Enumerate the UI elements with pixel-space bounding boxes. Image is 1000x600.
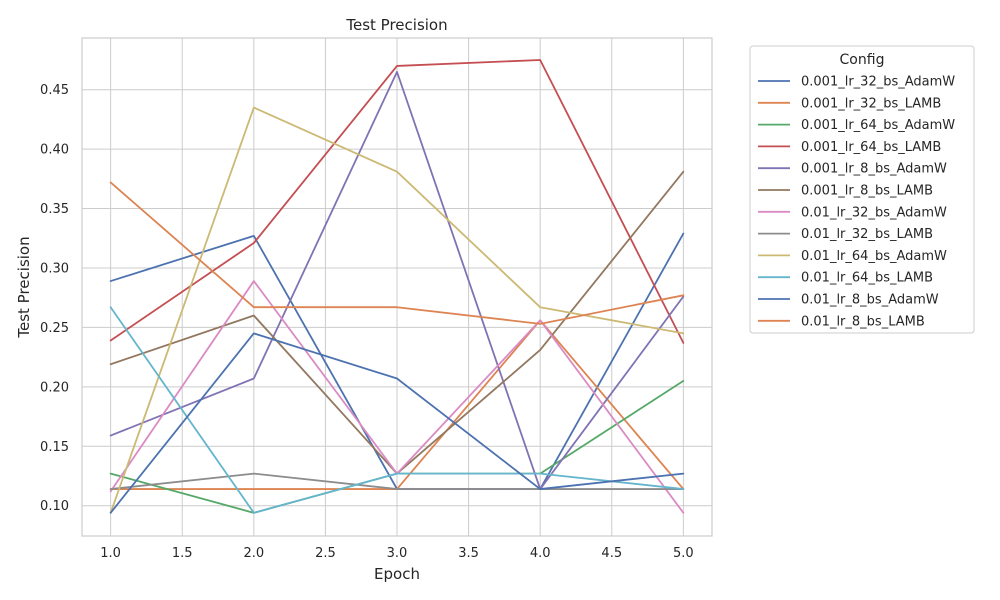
y-tick-label: 0.15 [40,440,69,455]
legend-label: 0.001_lr_32_bs_LAMB [801,96,941,111]
y-tick-label: 0.10 [40,499,69,514]
x-tick-label: 1.5 [172,546,193,561]
x-tick-label: 4.0 [530,546,551,561]
legend-label: 0.01_lr_32_bs_AdamW [801,205,947,220]
series-line [109,181,685,325]
y-tick-label: 0.40 [40,143,69,158]
legend-label: 0.001_lr_64_bs_LAMB [801,140,941,155]
y-tick-label: 0.35 [40,202,69,217]
x-tick-labels: 1.0 1.5 2.0 2.5 3.0 3.5 4.0 4.5 5.0 [100,546,693,561]
y-tick-label: 0.25 [40,321,69,336]
x-tick-label: 1.0 [100,546,121,561]
y-tick-label: 0.45 [40,83,69,98]
legend-frame [749,45,975,334]
legend-items: 0.001_lr_32_bs_AdamW 0.001_lr_32_bs_LAMB 0… [758,75,955,329]
legend-label: 0.01_lr_8_bs_LAMB [801,314,925,329]
series-line [109,332,685,514]
y-tick-label: 0.20 [40,380,69,395]
series-line [109,70,685,490]
legend-label: 0.01_lr_64_bs_AdamW [801,249,947,264]
x-tick-label: 3.0 [387,546,408,561]
series-line [109,59,685,344]
series-line [109,472,685,490]
chart-title: Test Precision [345,16,447,34]
legend-label: 0.01_lr_32_bs_LAMB [801,227,933,242]
series-line [109,106,685,514]
x-axis-label: Epoch [374,565,420,583]
legend-label: 0.01_lr_64_bs_LAMB [801,271,933,286]
legend-label: 0.001_lr_8_bs_AdamW [801,162,947,177]
legend-label: 0.01_lr_8_bs_AdamW [801,293,939,308]
x-tick-label: 2.5 [315,546,336,561]
x-tick-label: 5.0 [673,546,694,561]
x-tick-label: 2.0 [243,546,264,561]
grid [82,38,712,536]
legend: Config 0.001_lr_32_bs_AdamW0.001_lr_32_b… [749,45,975,334]
plot-frame [81,37,713,537]
series-line [109,306,685,514]
x-tick-label: 4.5 [601,546,622,561]
y-tick-labels: 0.10 0.15 0.20 0.25 0.30 0.35 0.40 0.45 [40,83,69,514]
y-axis-label: Test Precision [15,236,33,338]
series-lines [109,59,685,514]
legend-label: 0.001_lr_64_bs_AdamW [801,118,955,133]
x-tick-label: 3.5 [458,546,479,561]
legend-label: 0.001_lr_32_bs_AdamW [801,75,955,90]
y-tick-label: 0.30 [40,261,69,276]
legend-title: Config [840,52,885,68]
legend-label: 0.001_lr_8_bs_LAMB [801,184,933,199]
